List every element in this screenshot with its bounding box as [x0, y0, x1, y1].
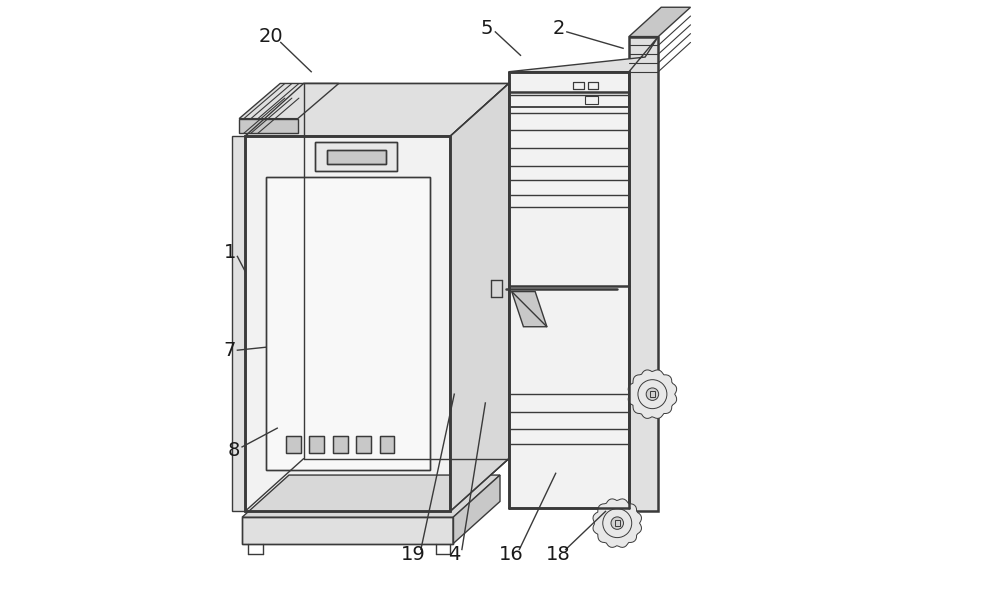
Bar	[245, 136, 450, 511]
Circle shape	[646, 388, 659, 401]
Text: 19: 19	[401, 545, 426, 564]
Polygon shape	[242, 475, 500, 517]
Bar	[356, 436, 371, 453]
Text: 18: 18	[546, 545, 570, 564]
Bar	[286, 436, 301, 453]
Bar	[615, 521, 620, 526]
Text: 7: 7	[223, 340, 235, 360]
Polygon shape	[629, 7, 691, 37]
Bar	[573, 82, 584, 90]
Bar	[588, 82, 598, 90]
Bar	[245, 136, 450, 511]
Polygon shape	[239, 84, 339, 118]
Bar	[286, 436, 301, 453]
Text: 2: 2	[552, 19, 565, 38]
Polygon shape	[239, 118, 298, 133]
Polygon shape	[593, 499, 641, 547]
Bar	[333, 436, 348, 453]
Circle shape	[611, 517, 623, 530]
Polygon shape	[512, 292, 547, 327]
Polygon shape	[629, 37, 658, 511]
Bar	[380, 436, 394, 453]
Bar	[242, 517, 453, 544]
Bar	[327, 150, 386, 164]
Bar	[650, 392, 655, 397]
Text: 16: 16	[499, 545, 524, 564]
Bar	[245, 136, 450, 511]
Text: 20: 20	[259, 27, 284, 46]
Bar	[266, 177, 430, 471]
Bar	[588, 82, 598, 90]
Bar	[309, 436, 324, 453]
Bar	[333, 436, 348, 453]
Bar	[309, 436, 324, 453]
Polygon shape	[628, 370, 677, 418]
Text: 1: 1	[224, 243, 237, 262]
Polygon shape	[453, 475, 500, 544]
Text: 8: 8	[228, 441, 240, 460]
Text: 5: 5	[480, 19, 493, 38]
Bar	[380, 436, 394, 453]
Polygon shape	[509, 72, 629, 508]
Text: 4: 4	[448, 545, 460, 564]
Polygon shape	[509, 37, 658, 72]
Bar	[356, 436, 371, 453]
Polygon shape	[450, 84, 509, 511]
Bar	[573, 82, 584, 90]
Polygon shape	[245, 84, 509, 136]
Bar	[315, 142, 397, 171]
Polygon shape	[450, 84, 509, 511]
Bar	[315, 142, 397, 171]
Bar	[266, 177, 430, 471]
Polygon shape	[232, 136, 245, 511]
Bar	[327, 150, 386, 164]
Bar	[585, 96, 598, 104]
Bar	[242, 517, 453, 544]
